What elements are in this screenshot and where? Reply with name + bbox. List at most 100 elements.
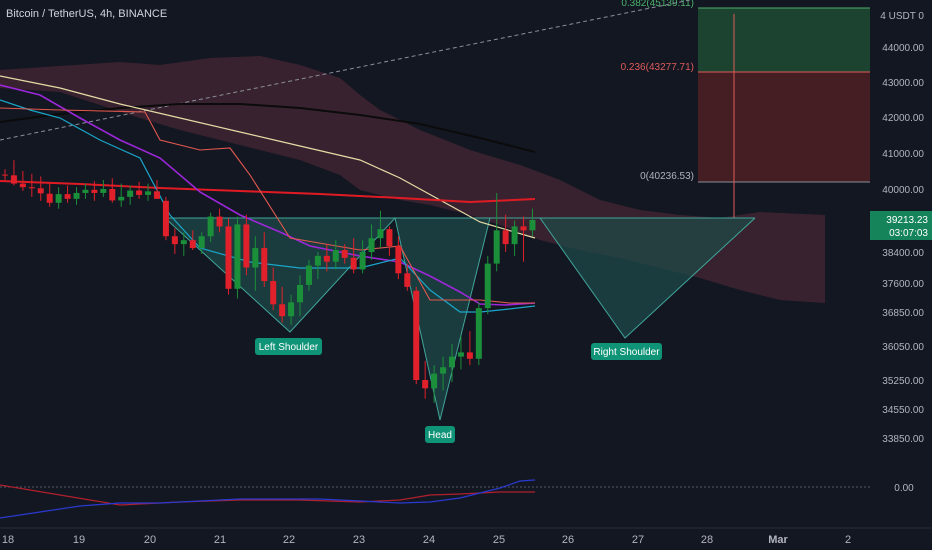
fib-label-0: 0(40236.53) [640,171,694,182]
candle [2,169,8,180]
candle [466,331,473,366]
candle [64,185,71,203]
candle [431,365,438,403]
candle-body [457,352,464,357]
candle [413,286,420,385]
candle [386,226,393,256]
candle [55,187,62,209]
candle-body [261,248,268,282]
price-tick-label: 43000.00 [882,78,924,89]
candle-body [153,191,160,199]
candle-body [341,250,348,258]
price-tick-label: 34550.00 [882,405,924,416]
candle-body [404,273,411,287]
candle [449,343,455,383]
candle [529,208,536,237]
candle-body [493,230,500,264]
candle [261,232,268,287]
candle-body [2,174,8,176]
candle-body [413,290,420,380]
oscillator-zero-label: 0.00 [894,483,914,494]
time-tick-label: 28 [701,534,713,546]
oscillator-blue-line [0,479,536,519]
price-tick-label: 36850.00 [882,308,924,319]
candle-body [118,196,125,201]
candle-body [305,265,312,285]
candle [180,232,187,256]
candle [475,302,482,366]
candle-body [449,356,455,368]
candle-body [350,257,357,270]
candle-body [520,226,527,231]
candle [243,214,250,276]
candle [73,187,80,205]
candle-body [368,238,375,252]
candle [270,267,277,311]
candle-body [386,229,393,247]
price-tick-label: 33850.00 [882,434,924,445]
time-tick-label: 21 [214,534,226,546]
candle [297,275,304,317]
candle [377,210,384,249]
current-price-text: 39213.23 [886,215,928,226]
candle-body [109,189,116,201]
time-tick-label: 20 [144,534,156,546]
candle [37,176,44,201]
candle [252,236,259,291]
candle-body [377,229,384,239]
candle-body [37,188,44,194]
candle-body [529,219,536,231]
price-tick-label: 35250.00 [882,376,924,387]
candle-body [28,187,35,189]
candle [440,356,447,391]
candle [457,335,464,370]
candle [341,244,348,264]
candle [162,196,169,241]
price-tick-label: 36050.00 [882,342,924,353]
time-tick-labels: 18 19 20 21 22 23 24 25 26 27 28 Mar 2 [2,534,851,546]
candle-body [288,302,295,317]
chart-title: Bitcoin / TetherUS, 4h, BINANCE [6,8,168,20]
time-tick-label: 19 [73,534,85,546]
right-shoulder-label: Right Shoulder [591,343,662,360]
candle-body [332,250,339,262]
candle [46,183,53,207]
time-tick-label: 23 [353,534,365,546]
candle [493,192,500,272]
candle [136,181,143,199]
candle [127,185,134,205]
time-tick-label: 26 [562,534,574,546]
left-shoulder-text: Left Shoulder [259,342,319,353]
candle [19,171,26,191]
current-price-tag [870,211,932,240]
time-tick-label: 18 [2,534,14,546]
candle-body [502,230,509,245]
price-tick-label: 40000.00 [882,185,924,196]
candlestick-series [2,160,536,403]
left-shoulder-label: Left Shoulder [255,338,322,355]
cyan-line [0,99,536,313]
price-tick-label: 42000.00 [882,113,924,124]
candle-body [431,373,438,389]
candle-body [189,240,196,249]
fib-label-0382: 0.382(45139.11) [621,0,694,9]
price-tick-label: 44000.00 [882,43,924,54]
candle [314,252,321,280]
candle [520,216,527,262]
candle-body [10,175,17,184]
hs-pattern-outline [164,216,756,421]
candle [189,230,196,251]
price-tick-label: 38400.00 [882,248,924,259]
price-axis[interactable] [870,0,932,530]
candle [28,173,35,197]
time-axis[interactable] [0,528,932,550]
candle [359,240,366,274]
candle-body [440,367,447,374]
ema-red-line [0,180,536,204]
time-tick-label: 25 [493,534,505,546]
candle [82,183,89,199]
candle [404,263,411,291]
candle [502,214,509,252]
candle [288,294,295,325]
